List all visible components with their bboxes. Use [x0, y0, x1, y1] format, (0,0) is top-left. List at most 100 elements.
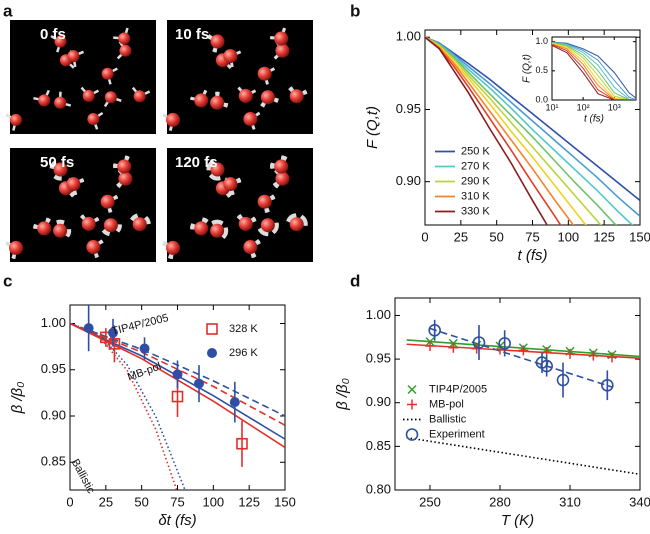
oxygen — [83, 90, 95, 102]
oxygen — [243, 240, 257, 254]
oxygen — [66, 177, 80, 191]
oxygen — [274, 160, 288, 174]
oxygen — [104, 218, 118, 232]
y-tick-label: 0.95 — [396, 101, 421, 116]
x-tick-label: 100 — [202, 494, 224, 509]
oxygen — [258, 67, 272, 81]
oxygen — [9, 241, 23, 255]
y-axis-label: β /β₀ — [9, 382, 26, 415]
oxygen — [275, 172, 289, 186]
y-axis-label: F (Q,t) — [364, 106, 381, 149]
panel-label: b — [350, 1, 360, 20]
oxygen — [275, 44, 289, 58]
oxygen — [261, 218, 275, 232]
snapshot-label: 10 fs — [175, 26, 209, 43]
oxygen — [166, 241, 180, 255]
snapshot-label: 50 fs — [40, 154, 74, 171]
x-tick-label: 310 — [559, 494, 581, 509]
oxygen — [223, 177, 237, 191]
oxygen — [211, 35, 225, 49]
legend-label: 296 K — [229, 347, 258, 359]
oxygen — [101, 195, 115, 209]
x-tick-label: 75 — [525, 229, 539, 244]
oxygen — [38, 94, 50, 106]
y-tick-label: 0.90 — [366, 394, 391, 409]
y-tick-label: 0.85 — [41, 454, 66, 469]
oxygen — [86, 240, 100, 254]
x-axis-label: t (fs) — [518, 247, 548, 264]
y-tick-label: 0.80 — [366, 481, 391, 496]
legend-label: TIP4P/2005 — [429, 383, 487, 395]
oxygen — [37, 221, 51, 235]
legend-label: Experiment — [429, 428, 485, 440]
oxygen — [290, 89, 304, 103]
oxygen — [223, 49, 237, 63]
oxygen — [258, 195, 272, 209]
x-tick-label: 0 — [421, 229, 428, 244]
x-tick-label: 340 — [629, 494, 650, 509]
y-tick-label: 1.00 — [41, 315, 66, 330]
oxygen — [261, 90, 275, 104]
y-tick-label: 0.0 — [535, 94, 548, 104]
oxygen — [10, 114, 22, 126]
x-tick-label: 10² — [577, 102, 590, 112]
legend-label: 310 K — [461, 190, 490, 202]
x-tick-label: 0 — [66, 494, 73, 509]
oxygen — [118, 172, 132, 186]
oxygen — [118, 33, 130, 45]
x-axis-label: δt (fs) — [158, 512, 196, 529]
x-tick-label: 75 — [170, 494, 184, 509]
y-tick-label: 1.0 — [535, 36, 548, 46]
y-tick-label: 0.90 — [396, 173, 421, 188]
snapshot — [10, 20, 156, 134]
marker — [173, 369, 183, 379]
oxygen — [53, 224, 67, 238]
oxygen — [117, 160, 131, 174]
snapshot — [10, 148, 156, 262]
x-axis-label: t (fs) — [584, 114, 604, 125]
legend-label: 328 K — [229, 323, 258, 335]
oxygen — [210, 96, 224, 110]
y-tick-label: 1.00 — [396, 29, 421, 44]
y-tick-label: 0.95 — [366, 351, 391, 366]
oxygen — [274, 32, 288, 46]
legend-label: 270 K — [461, 160, 490, 172]
x-tick-label: 10³ — [608, 102, 621, 112]
oxygen — [194, 93, 208, 107]
oxygen — [119, 45, 131, 57]
y-axis-label: F (Q,t) — [522, 54, 533, 83]
y-tick-label: 1.00 — [366, 307, 391, 322]
oxygen — [243, 112, 257, 126]
snapshot-label: 0 fs — [40, 26, 66, 43]
oxygen — [210, 224, 224, 238]
oxygen — [194, 221, 208, 235]
oxygen — [166, 113, 180, 127]
oxygen — [133, 217, 147, 231]
oxygen — [54, 97, 66, 109]
x-tick-label: 125 — [238, 494, 260, 509]
x-tick-label: 50 — [134, 494, 148, 509]
oxygen — [134, 90, 146, 102]
y-tick-label: 0.5 — [535, 65, 548, 75]
x-tick-label: 50 — [489, 229, 503, 244]
legend-label: 330 K — [461, 205, 490, 217]
legend-label: 290 K — [461, 175, 490, 187]
oxygen — [239, 89, 253, 103]
panel-label: a — [3, 1, 13, 20]
oxygen — [105, 91, 117, 103]
y-tick-label: 0.85 — [366, 438, 391, 453]
y-axis-label: β /β₀ — [334, 378, 351, 411]
oxygen — [82, 217, 96, 231]
y-tick-label: 0.95 — [41, 361, 66, 376]
y-tick-label: 0.90 — [41, 407, 66, 422]
marker — [140, 343, 150, 353]
x-tick-label: 280 — [489, 494, 511, 509]
panel-label: d — [350, 271, 360, 290]
legend-label: Ballistic — [429, 413, 467, 425]
legend-label: MB-pol — [429, 398, 464, 410]
x-tick-label: 100 — [557, 229, 579, 244]
oxygen — [239, 217, 253, 231]
